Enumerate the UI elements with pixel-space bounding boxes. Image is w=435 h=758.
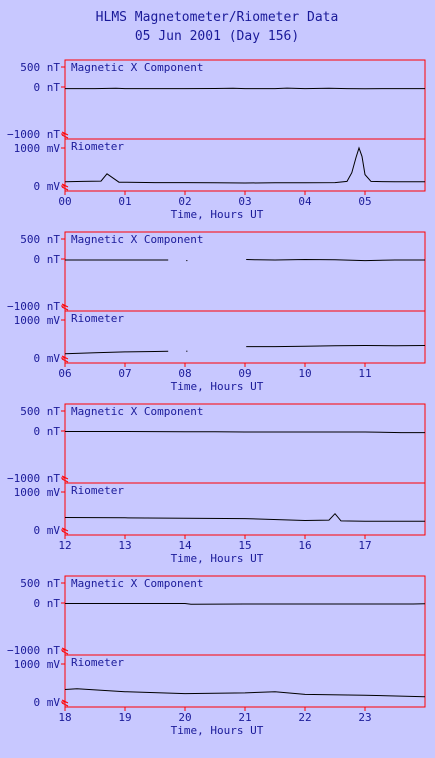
x-tick-label: 12: [58, 539, 71, 552]
axis-break-mark: [61, 699, 69, 707]
y-tick-label: −1000 nT: [7, 472, 60, 485]
panel-label: Riometer: [71, 656, 124, 669]
magnetic-trace-0: [65, 87, 425, 90]
y-tick-label: 1000 mV: [14, 142, 61, 155]
x-tick-label: 01: [118, 195, 131, 208]
panel-label: Magnetic X Component: [71, 233, 203, 246]
y-tick-label: −1000 nT: [7, 300, 60, 313]
y-tick-label: 0 mV: [34, 352, 61, 365]
x-axis-label: Time, Hours UT: [171, 724, 264, 737]
magnetic-trace-0: [65, 431, 425, 434]
axis-break-mark: [61, 355, 69, 363]
y-tick-label: 1000 mV: [14, 314, 61, 327]
axis-break-mark: [61, 303, 69, 311]
x-tick-label: 06: [58, 367, 71, 380]
magnetic-trace-0: [65, 603, 426, 605]
x-axis-label: Time, Hours UT: [171, 380, 264, 393]
panel-label: Magnetic X Component: [71, 577, 203, 590]
x-tick-label: 22: [298, 711, 311, 724]
axis-break-mark: [61, 527, 69, 535]
axis-break-mark: [61, 131, 69, 139]
x-tick-label: 05: [358, 195, 371, 208]
x-tick-label: 20: [178, 711, 191, 724]
riometer-trace-0: [64, 350, 169, 355]
panel-label: Riometer: [71, 312, 124, 325]
x-tick-label: 03: [238, 195, 251, 208]
panel-label: Riometer: [71, 140, 124, 153]
axis-break-mark: [61, 183, 69, 191]
y-tick-label: 0 nT: [34, 253, 61, 266]
x-tick-label: 04: [298, 195, 312, 208]
x-tick-label: 21: [238, 711, 251, 724]
axis-break-mark: [61, 647, 69, 655]
y-tick-label: 0 nT: [34, 425, 61, 438]
riometer-trace-0: [64, 146, 425, 184]
chart-title-line2: 05 Jun 2001 (Day 156): [135, 29, 299, 44]
x-axis-label: Time, Hours UT: [171, 208, 264, 221]
y-tick-label: 500 nT: [20, 577, 60, 590]
axis-break-mark: [61, 475, 69, 483]
x-tick-label: 15: [238, 539, 251, 552]
x-tick-label: 07: [118, 367, 131, 380]
riometer-trace-0: [64, 688, 426, 698]
magnetic-trace-2: [246, 258, 425, 262]
x-tick-label: 17: [358, 539, 371, 552]
panel-label: Magnetic X Component: [71, 405, 203, 418]
x-tick-label: 08: [178, 367, 191, 380]
x-tick-label: 19: [118, 711, 131, 724]
x-tick-label: 23: [358, 711, 371, 724]
x-tick-label: 13: [118, 539, 131, 552]
riometer-trace-0: [64, 512, 425, 522]
y-tick-label: 0 nT: [34, 81, 61, 94]
y-tick-label: −1000 nT: [7, 128, 60, 141]
x-tick-label: 14: [178, 539, 192, 552]
y-tick-label: 0 mV: [34, 696, 61, 709]
chart-title-line1: HLMS Magnetometer/Riometer Data: [96, 10, 339, 25]
y-tick-label: 0 mV: [34, 180, 61, 193]
x-tick-label: 16: [298, 539, 311, 552]
y-tick-label: −1000 nT: [7, 644, 60, 657]
y-tick-label: 500 nT: [20, 233, 60, 246]
y-tick-label: 0 mV: [34, 524, 61, 537]
y-tick-label: 500 nT: [20, 405, 60, 418]
panel-label: Magnetic X Component: [71, 61, 203, 74]
x-tick-label: 10: [298, 367, 311, 380]
panel-label: Riometer: [71, 484, 124, 497]
x-axis-label: Time, Hours UT: [171, 552, 264, 565]
y-tick-label: 1000 mV: [14, 658, 61, 671]
x-tick-label: 09: [238, 367, 251, 380]
x-tick-label: 00: [58, 195, 71, 208]
x-tick-label: 18: [58, 711, 71, 724]
x-tick-label: 11: [358, 367, 371, 380]
y-tick-label: 500 nT: [20, 61, 60, 74]
riometer-trace-2: [246, 344, 426, 348]
y-tick-label: 0 nT: [34, 597, 61, 610]
x-tick-label: 02: [178, 195, 191, 208]
y-tick-label: 1000 mV: [14, 486, 61, 499]
